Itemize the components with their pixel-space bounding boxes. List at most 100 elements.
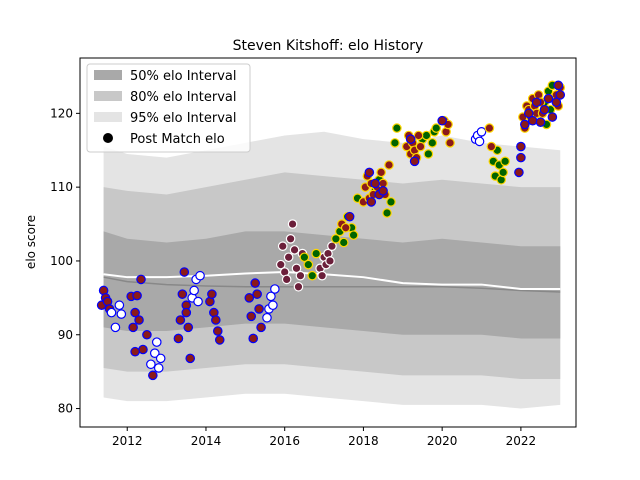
data-point [285,234,296,244]
data-point [185,353,196,364]
data-point [207,289,217,299]
data-point [307,270,318,281]
x-tick-label: 2016 [269,434,300,448]
data-point [155,353,166,364]
data-point [262,312,272,323]
data-point [516,141,526,152]
data-point [344,211,355,222]
data-point [211,315,221,325]
data-point [543,93,554,104]
data-point [277,241,288,251]
data-point [214,335,225,345]
data-point [254,304,264,314]
data-point [421,130,432,141]
y-tick-label: 120 [50,106,73,120]
data-point [134,315,144,325]
data-point [293,281,304,292]
data-point [520,119,530,130]
x-tick-label: 2018 [348,434,379,448]
data-point [130,307,140,318]
data-point [382,208,392,218]
data-point [248,333,259,344]
y-axis: 80 90 100 110 120 [50,106,80,416]
mean-line [103,276,561,293]
data-point [283,252,294,263]
data-point [173,333,184,344]
x-axis: 2012 2014 2016 2018 2020 2022 [112,427,536,448]
data-point [195,270,205,281]
data-point [132,290,142,301]
data-point [553,80,564,91]
data-point [275,259,286,270]
data-point [281,274,292,285]
data-point [289,245,300,255]
data-point [148,370,158,381]
data-point [364,167,375,178]
data-point [138,344,148,355]
data-point [474,136,485,147]
data-point [303,259,314,270]
legend-label-post-match: Post Match elo [130,132,225,147]
data-point [327,241,337,251]
data-point [179,267,190,277]
data-point [128,322,138,333]
data-point [299,252,310,263]
data-point [555,90,566,100]
data-point [183,322,194,333]
data-point [130,346,140,357]
data-point [370,178,381,189]
data-point [116,309,127,319]
data-point [551,97,562,108]
data-point [250,278,260,288]
y-axis-label: elo score [24,215,38,269]
post-match-points [96,80,566,381]
data-point [486,141,497,152]
plot-frame [79,57,577,428]
x-tick-label: 2014 [191,434,222,448]
data-point [291,263,302,274]
y-tick-label: 80 [58,402,73,416]
data-point [295,270,306,281]
data-point [392,123,402,133]
data-point [376,167,386,178]
data-point [317,270,327,281]
x-tick-label: 2020 [427,434,458,448]
x-tick-label: 2022 [506,434,537,448]
data-point [244,293,255,303]
data-point [149,348,160,358]
data-point [142,329,152,340]
data-point [531,97,542,108]
data-point [256,322,266,333]
plot-area: 2012 2014 2016 2018 2020 2022 80 90 100 110 120 [50,57,577,448]
data-point [535,117,546,128]
data-point [484,123,495,133]
data-point [423,149,434,159]
data-point [338,237,349,248]
data-point [445,138,455,148]
data-point [500,156,510,167]
data-point [331,234,341,244]
data-point [110,322,121,333]
data-point [409,156,420,167]
data-point [268,300,278,311]
data-point [325,256,335,266]
data-point [114,300,125,311]
data-point [181,307,192,318]
data-point [547,112,558,122]
data-point [415,141,426,152]
data-point [523,108,534,119]
legend-swatch-95 [94,112,122,122]
legend-label-50: 50% elo Interval [130,69,237,84]
data-point [146,359,156,370]
y-tick-label: 90 [58,328,73,342]
data-point [189,285,199,296]
data-point [270,284,280,294]
y-tick-label: 110 [50,180,73,194]
data-point [413,130,424,141]
data-point [384,160,394,170]
data-point [153,363,164,373]
data-point [390,138,400,148]
data-point [252,289,262,299]
data-point [386,197,396,207]
